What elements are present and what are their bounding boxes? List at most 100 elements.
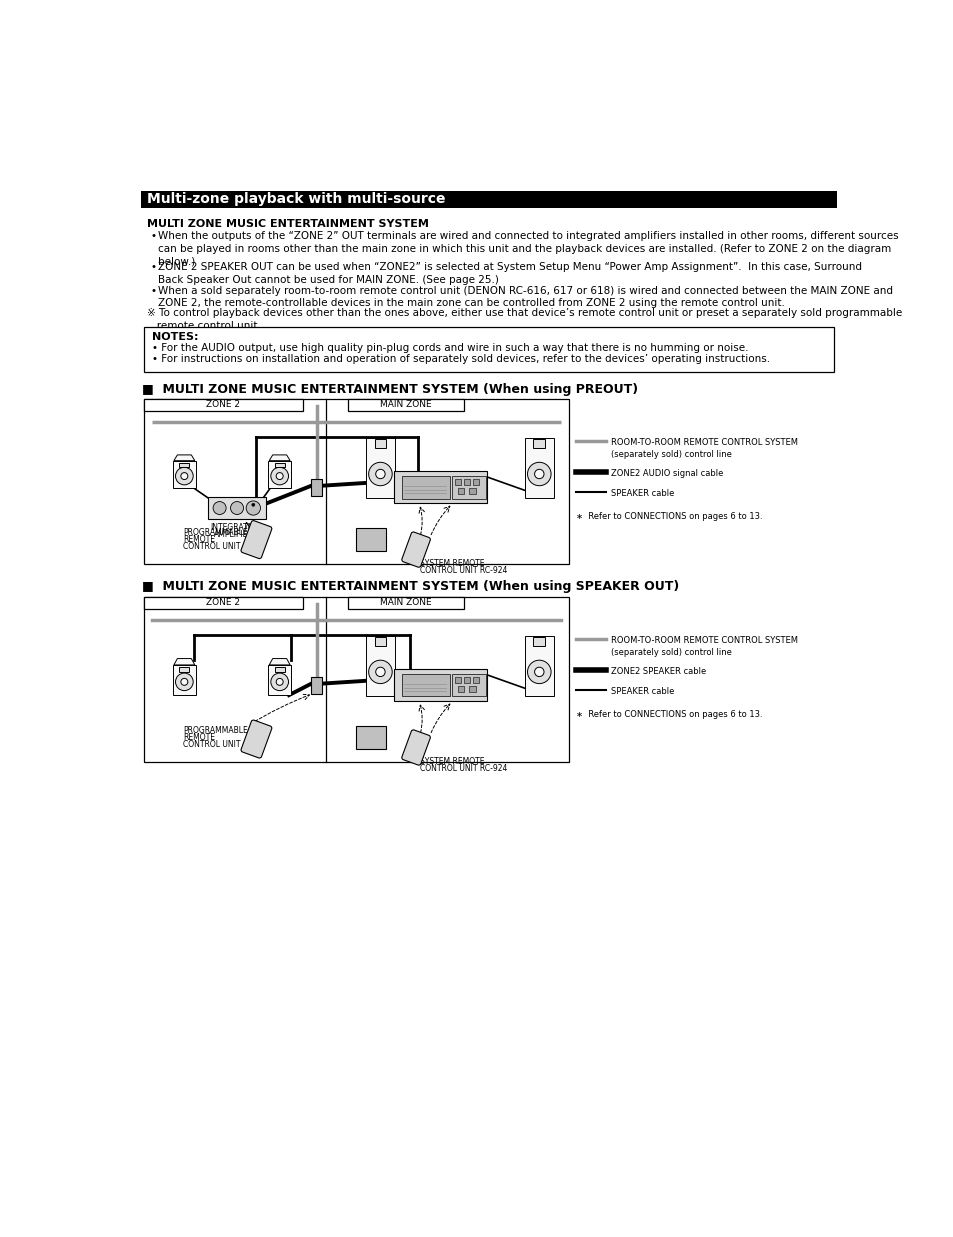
Bar — [457, 687, 464, 691]
Bar — [356, 528, 385, 552]
Bar — [144, 398, 568, 564]
Circle shape — [271, 673, 288, 690]
Circle shape — [368, 463, 392, 486]
Text: Multi-zone playback with multi-source: Multi-zone playback with multi-source — [147, 192, 445, 207]
Bar — [401, 476, 450, 499]
Text: CONTROL UNIT RC-924: CONTROL UNIT RC-924 — [419, 565, 507, 575]
Bar — [274, 463, 285, 468]
Bar — [208, 497, 266, 518]
Text: SYSTEM REMOTE: SYSTEM REMOTE — [419, 559, 484, 568]
Text: ■  MULTI ZONE MUSIC ENTERTAINMENT SYSTEM (When using SPEAKER OUT): ■ MULTI ZONE MUSIC ENTERTAINMENT SYSTEM … — [142, 580, 679, 593]
FancyBboxPatch shape — [241, 521, 272, 559]
Text: INTEGRATED: INTEGRATED — [210, 523, 258, 532]
Bar — [375, 439, 386, 448]
Text: CONTROL UNIT: CONTROL UNIT — [183, 542, 240, 550]
FancyBboxPatch shape — [401, 532, 430, 568]
Text: ROOM-TO-ROOM REMOTE CONTROL SYSTEM
(separately sold) control line: ROOM-TO-ROOM REMOTE CONTROL SYSTEM (sepa… — [610, 438, 797, 459]
Circle shape — [276, 678, 283, 685]
Text: SPEAKER cable: SPEAKER cable — [610, 489, 673, 497]
Text: ZONE 2: ZONE 2 — [206, 599, 240, 607]
Polygon shape — [173, 658, 194, 666]
Text: When the outputs of the “ZONE 2” OUT terminals are wired and connected to integr: When the outputs of the “ZONE 2” OUT ter… — [158, 231, 898, 266]
Circle shape — [527, 661, 551, 684]
Bar — [268, 460, 291, 487]
Text: ∗  Refer to CONNECTIONS on pages 6 to 13.: ∗ Refer to CONNECTIONS on pages 6 to 13. — [576, 512, 762, 521]
Bar — [348, 596, 464, 609]
Bar — [533, 439, 544, 448]
Bar — [469, 687, 476, 691]
Bar — [348, 398, 464, 411]
Circle shape — [231, 501, 243, 515]
Circle shape — [375, 469, 385, 479]
Circle shape — [213, 501, 226, 515]
Text: MAIN ZONE: MAIN ZONE — [380, 599, 432, 607]
Polygon shape — [269, 658, 290, 666]
Text: REMOTE: REMOTE — [183, 534, 214, 544]
Bar — [179, 667, 190, 672]
Text: •: • — [150, 231, 156, 241]
Text: SPEAKER cable: SPEAKER cable — [610, 687, 673, 695]
Bar — [144, 398, 303, 411]
Circle shape — [181, 473, 188, 480]
Bar — [394, 471, 487, 503]
Bar — [452, 476, 485, 499]
Text: ROOM-TO-ROOM REMOTE CONTROL SYSTEM
(separately sold) control line: ROOM-TO-ROOM REMOTE CONTROL SYSTEM (sepa… — [610, 636, 797, 657]
Bar — [457, 489, 464, 495]
Bar — [524, 636, 554, 696]
Bar — [172, 460, 195, 487]
Bar — [454, 479, 460, 485]
Bar — [473, 677, 478, 683]
Bar — [144, 327, 833, 372]
Text: MAIN ZONE: MAIN ZONE — [380, 401, 432, 409]
Text: CONTROL UNIT: CONTROL UNIT — [183, 740, 240, 748]
Circle shape — [534, 469, 543, 479]
Bar — [356, 726, 385, 750]
Bar — [365, 438, 395, 499]
Circle shape — [181, 678, 188, 685]
Text: ZONE2 AUDIO signal cable: ZONE2 AUDIO signal cable — [610, 469, 722, 477]
Text: ZONE 2 SPEAKER OUT can be used when “ZONE2” is selected at System Setup Menu “Po: ZONE 2 SPEAKER OUT can be used when “ZON… — [158, 262, 862, 286]
Text: SYSTEM REMOTE: SYSTEM REMOTE — [419, 757, 484, 766]
Text: ※ To control playback devices other than the ones above, either use that device’: ※ To control playback devices other than… — [147, 308, 902, 330]
Bar — [463, 479, 470, 485]
Bar — [454, 677, 460, 683]
Circle shape — [246, 501, 260, 515]
Text: • For instructions on installation and operation of separately sold devices, ref: • For instructions on installation and o… — [152, 354, 769, 364]
Text: CONTROL UNIT RC-924: CONTROL UNIT RC-924 — [419, 763, 507, 773]
Bar — [524, 438, 554, 499]
Bar — [365, 636, 395, 696]
Bar — [452, 674, 485, 696]
Text: ∗  Refer to CONNECTIONS on pages 6 to 13.: ∗ Refer to CONNECTIONS on pages 6 to 13. — [576, 710, 762, 719]
Bar — [394, 669, 487, 701]
Polygon shape — [269, 455, 290, 460]
Bar — [144, 596, 568, 762]
Text: When a sold separately room-to-room remote control unit (DENON RC-616, 617 or 61: When a sold separately room-to-room remo… — [158, 286, 892, 308]
Text: AMPLIFIER: AMPLIFIER — [213, 531, 253, 539]
Bar — [144, 596, 303, 609]
Text: •: • — [150, 262, 156, 272]
Bar — [141, 190, 836, 208]
Bar — [311, 479, 322, 496]
Text: ZONE2 SPEAKER cable: ZONE2 SPEAKER cable — [610, 667, 705, 675]
Circle shape — [527, 463, 551, 486]
Circle shape — [271, 468, 288, 485]
Circle shape — [534, 667, 543, 677]
Text: NOTES:: NOTES: — [152, 333, 198, 343]
Text: PROGRAMMABLE: PROGRAMMABLE — [183, 726, 247, 735]
Text: PROGRAMMABLE: PROGRAMMABLE — [183, 528, 247, 537]
Bar — [375, 637, 386, 646]
Bar — [533, 637, 544, 646]
Circle shape — [368, 661, 392, 684]
FancyBboxPatch shape — [401, 730, 430, 766]
Text: REMOTE: REMOTE — [183, 732, 214, 742]
Bar — [274, 667, 285, 672]
Bar — [172, 666, 195, 694]
Bar — [268, 666, 291, 694]
Circle shape — [276, 473, 283, 480]
Bar — [179, 463, 190, 468]
Bar — [473, 479, 478, 485]
Circle shape — [175, 468, 193, 485]
Text: ■  MULTI ZONE MUSIC ENTERTAINMENT SYSTEM (When using PREOUT): ■ MULTI ZONE MUSIC ENTERTAINMENT SYSTEM … — [142, 382, 638, 396]
FancyBboxPatch shape — [241, 720, 272, 758]
Text: ZONE 2: ZONE 2 — [206, 401, 240, 409]
